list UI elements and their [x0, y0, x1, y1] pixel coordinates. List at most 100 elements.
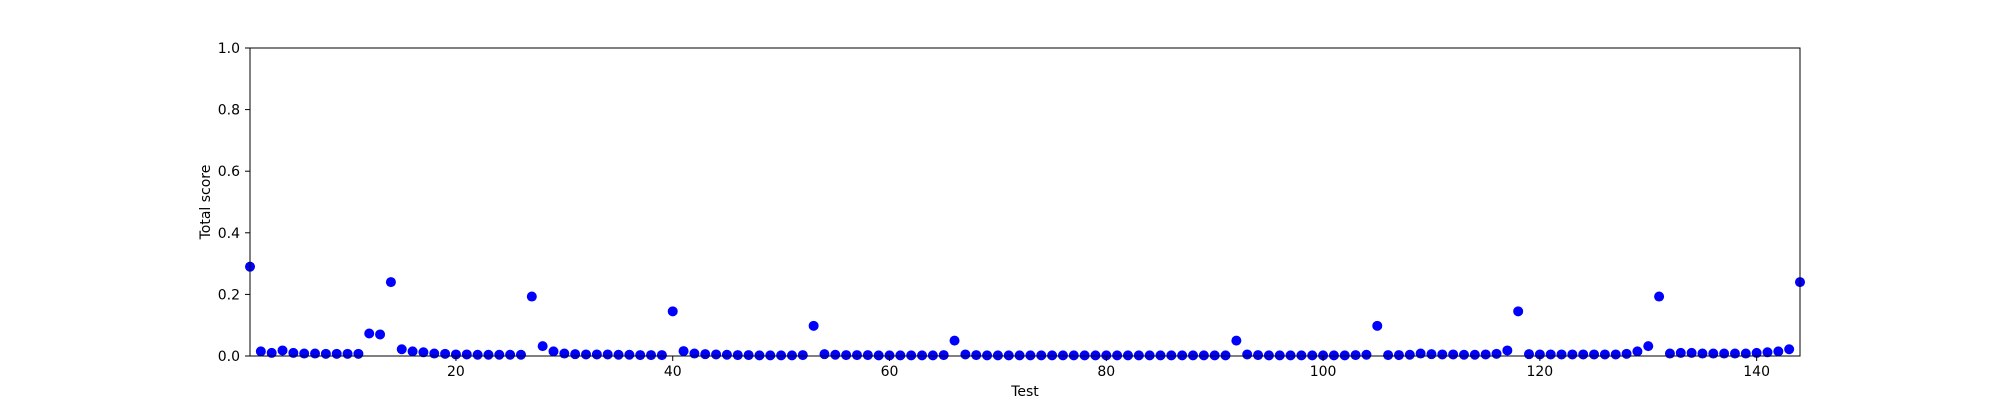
data-point: [732, 350, 743, 361]
x-tick-label: 100: [1310, 364, 1337, 380]
data-point: [711, 349, 722, 360]
data-point: [570, 349, 581, 360]
data-point: [548, 346, 559, 357]
data-point: [505, 349, 516, 360]
plot-frame: [249, 47, 1801, 357]
data-point: [949, 335, 960, 346]
data-point: [331, 348, 342, 359]
data-point: [1393, 350, 1404, 361]
data-point: [1491, 348, 1502, 359]
x-axis-label: Test: [1010, 384, 1039, 400]
y-axis-label: Total score: [198, 165, 214, 241]
data-point: [342, 348, 353, 359]
data-point: [1589, 349, 1600, 360]
data-point: [1328, 350, 1339, 361]
y-tick-label: 0.8: [218, 103, 240, 119]
data-point: [982, 350, 993, 361]
data-point: [450, 349, 461, 360]
y-tick-label: 1.0: [218, 41, 240, 57]
data-point: [960, 349, 971, 360]
data-point: [700, 349, 711, 360]
data-point: [1274, 350, 1285, 361]
data-point: [1220, 350, 1231, 361]
y-axis-ticks: 0.0 0.2 0.4 0.6 0.8 1.0: [218, 41, 250, 365]
data-point: [1675, 347, 1686, 358]
data-point: [1296, 350, 1307, 361]
data-point: [1361, 349, 1372, 360]
data-point: [992, 350, 1003, 361]
data-point: [743, 350, 754, 361]
data-point: [1242, 349, 1253, 360]
data-point: [667, 306, 678, 317]
data-point: [656, 350, 667, 361]
data-point: [1003, 350, 1014, 361]
data-point: [1404, 349, 1415, 360]
data-point: [494, 349, 505, 360]
data-point: [1686, 347, 1697, 358]
data-point: [1762, 347, 1773, 358]
x-tick-label: 40: [664, 364, 682, 380]
data-point: [1014, 350, 1025, 361]
data-point: [1209, 350, 1220, 361]
data-point: [1697, 348, 1708, 359]
data-point: [483, 349, 494, 360]
data-point: [1198, 350, 1209, 361]
data-point: [851, 350, 862, 361]
data-point: [1437, 349, 1448, 360]
data-point: [526, 291, 537, 302]
data-point: [1112, 350, 1123, 361]
data-point: [1578, 349, 1589, 360]
data-point: [895, 350, 906, 361]
data-point: [1090, 350, 1101, 361]
data-point: [1751, 347, 1762, 358]
data-point: [407, 346, 418, 357]
data-point: [765, 350, 776, 361]
data-point: [624, 349, 635, 360]
data-point: [396, 344, 407, 355]
data-point: [1469, 349, 1480, 360]
data-point: [678, 346, 689, 357]
data-point: [613, 349, 624, 360]
data-point: [830, 349, 841, 360]
data-point: [1599, 349, 1610, 360]
x-tick-label: 60: [881, 364, 899, 380]
data-point: [1383, 350, 1394, 361]
data-point: [1773, 346, 1784, 357]
data-point: [646, 350, 657, 361]
data-point: [1350, 350, 1361, 361]
data-point: [1545, 349, 1556, 360]
data-point: [927, 350, 938, 361]
data-point: [906, 350, 917, 361]
data-point: [602, 349, 613, 360]
data-point: [917, 350, 928, 361]
data-point: [1101, 350, 1112, 361]
data-point: [375, 329, 386, 340]
data-point: [1188, 350, 1199, 361]
data-point: [1133, 350, 1144, 361]
data-point: [581, 349, 592, 360]
data-point: [559, 348, 570, 359]
data-point: [1426, 349, 1437, 360]
data-point: [1458, 349, 1469, 360]
data-point: [754, 350, 765, 361]
data-point: [440, 348, 451, 359]
y-tick-label: 0.4: [218, 226, 240, 242]
data-point: [1068, 350, 1079, 361]
data-point: [1263, 350, 1274, 361]
data-point: [808, 320, 819, 331]
data-point: [288, 347, 299, 358]
data-point: [971, 350, 982, 361]
data-point: [797, 350, 808, 361]
data-point: [1025, 350, 1036, 361]
data-point: [591, 349, 602, 360]
data-point: [1144, 350, 1155, 361]
data-point: [1729, 348, 1740, 359]
data-point: [841, 350, 852, 361]
data-point: [1534, 349, 1545, 360]
y-tick-label: 0.0: [218, 349, 240, 365]
data-point: [635, 350, 646, 361]
data-point: [515, 349, 526, 360]
data-point: [1632, 346, 1643, 357]
data-point: [1079, 350, 1090, 361]
